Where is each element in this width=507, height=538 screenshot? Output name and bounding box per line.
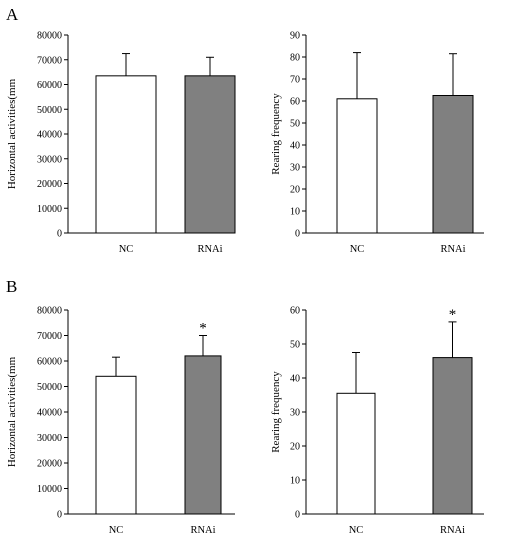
chart-1-1-y-tick-label-0: 0 <box>295 510 300 521</box>
chart-1-1-y-tick-label-2: 20 <box>290 442 300 453</box>
chart-0-1-category-label-1: RNAi <box>440 244 465 255</box>
chart-1-1-category-label-1: RNAi <box>440 525 465 536</box>
chart-a-rearing-frequency: NC RNAi 0 10 20 30 40 50 60 70 80 90 Rearing frequen… <box>270 31 484 255</box>
chart-0-0-y-tick-label-5: 50000 <box>37 105 62 116</box>
chart-1-1-y-axis-title: Rearing frequency <box>270 371 282 453</box>
chart-1-0-significance-1: * <box>199 321 207 337</box>
chart-1-1-category-label-0: NC <box>349 525 364 536</box>
chart-1-0-y-tick-label-2: 20000 <box>37 459 62 470</box>
chart-1-0-bar-nc <box>95 375 137 515</box>
chart-0-1-bar-rnai <box>432 95 474 234</box>
chart-a-horizontal-activities: NC RNAi 0 10000 20000 30000 40000 50000 60000 700… <box>6 31 236 255</box>
chart-1-1-y-tick-label-3: 30 <box>290 408 300 419</box>
chart-1-0-y-axis-title: Horizontal activities(mm <box>6 356 18 467</box>
chart-1-0-category-label-0: NC <box>109 525 124 536</box>
chart-0-1-y-tick-label-9: 90 <box>290 31 300 42</box>
chart-0-0-y-tick-label-8: 80000 <box>37 31 62 42</box>
chart-1-1-y-tick-label-4: 40 <box>290 374 300 385</box>
chart-0-1-y-tick-label-6: 60 <box>290 97 300 108</box>
panel-letter-a: A <box>6 5 19 24</box>
chart-0-0-y-tick-label-0: 0 <box>57 229 62 240</box>
chart-0-1-y-axis-title: Rearing frequency <box>270 93 282 175</box>
chart-0-1-y-tick-label-0: 0 <box>295 229 300 240</box>
chart-0-0-bar-rnai <box>184 75 236 234</box>
chart-1-0-y-tick-label-3: 30000 <box>37 433 62 444</box>
chart-0-0-y-tick-label-4: 40000 <box>37 130 62 141</box>
chart-0-1-category-label-0: NC <box>350 244 365 255</box>
chart-1-0-y-tick-label-4: 40000 <box>37 408 62 419</box>
chart-0-0-category-label-1: RNAi <box>197 244 222 255</box>
chart-1-0-y-tick-label-1: 10000 <box>37 484 62 495</box>
chart-1-0-y-tick-label-6: 60000 <box>37 357 62 368</box>
chart-1-0-y-tick-label-0: 0 <box>57 510 62 521</box>
chart-0-1-bar-nc <box>336 98 378 234</box>
chart-1-1-y-tick-label-6: 60 <box>290 306 300 317</box>
chart-1-1-y-tick-label-1: 10 <box>290 476 300 487</box>
chart-1-0-bar-rnai <box>184 355 222 515</box>
chart-0-1-y-tick-label-7: 70 <box>290 75 300 86</box>
chart-1-1-y-tick-label-5: 50 <box>290 340 300 351</box>
chart-0-0-category-label-0: NC <box>119 244 134 255</box>
chart-1-0-y-tick-label-5: 50000 <box>37 382 62 393</box>
panel-letter-b: B <box>6 277 17 296</box>
chart-0-0-y-tick-label-6: 60000 <box>37 80 62 91</box>
chart-0-0-y-tick-label-7: 70000 <box>37 55 62 66</box>
chart-0-1-y-tick-label-1: 10 <box>290 207 300 218</box>
chart-0-1-y-tick-label-4: 40 <box>290 141 300 152</box>
chart-b-rearing-frequency: NC * RNAi 0 10 20 30 40 50 60 Rearing frequency <box>270 306 484 536</box>
chart-0-1-y-tick-label-8: 80 <box>290 53 300 64</box>
chart-b-horizontal-activities: NC * RNAi 0 10000 20000 30000 40000 50000 60000 70… <box>6 306 235 536</box>
chart-1-0-y-tick-label-7: 70000 <box>37 331 62 342</box>
chart-0-1-y-tick-label-2: 20 <box>290 185 300 196</box>
chart-0-0-bar-nc <box>95 75 157 234</box>
chart-0-0-y-axis-title: Horizontal activities(mm <box>6 78 18 189</box>
chart-1-1-bar-rnai <box>432 357 473 515</box>
chart-1-0-category-label-1: RNAi <box>190 525 215 536</box>
chart-0-1-y-tick-label-3: 30 <box>290 163 300 174</box>
chart-1-1-significance-1: * <box>449 307 457 323</box>
chart-1-0-y-tick-label-8: 80000 <box>37 306 62 317</box>
chart-0-1-y-tick-label-5: 50 <box>290 119 300 130</box>
chart-0-0-y-tick-label-3: 30000 <box>37 154 62 165</box>
chart-1-1-bar-nc <box>336 392 376 515</box>
chart-0-0-y-tick-label-1: 10000 <box>37 204 62 215</box>
chart-0-0-y-tick-label-2: 20000 <box>37 179 62 190</box>
